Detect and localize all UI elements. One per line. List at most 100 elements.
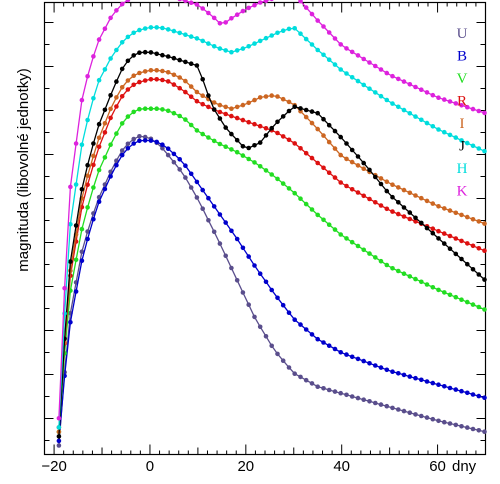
- data-point: [229, 131, 234, 137]
- data-point: [119, 148, 125, 153]
- data-point: [378, 181, 384, 187]
- data-point: [309, 42, 315, 47]
- data-point: [298, 31, 303, 36]
- data-point: [137, 50, 142, 55]
- data-point: [292, 26, 298, 31]
- data-point: [424, 198, 430, 204]
- data-point: [223, 220, 228, 225]
- data-point: [91, 96, 96, 101]
- data-point: [413, 114, 418, 119]
- data-point: [217, 141, 223, 147]
- data-point: [453, 135, 459, 140]
- data-point: [298, 322, 303, 327]
- data-point: [96, 135, 102, 141]
- data-point: [344, 183, 349, 189]
- data-point: [447, 99, 453, 104]
- data-point: [194, 98, 200, 104]
- data-point: [234, 12, 240, 17]
- data-point: [183, 163, 188, 168]
- data-point: [470, 143, 476, 149]
- series-K: [56, 0, 487, 421]
- data-point: [303, 114, 309, 120]
- data-point: [137, 70, 142, 76]
- data-point: [361, 247, 367, 253]
- data-point: [430, 92, 436, 98]
- data-point: [292, 104, 298, 109]
- legend-item-H: H: [457, 161, 468, 177]
- data-point: [263, 94, 269, 99]
- data-point: [171, 28, 177, 34]
- data-point: [361, 160, 367, 166]
- data-point: [459, 297, 464, 303]
- data-point: [252, 263, 257, 268]
- data-point: [384, 262, 390, 268]
- data-point: [298, 146, 303, 151]
- data-point: [200, 6, 205, 11]
- data-point: [148, 50, 154, 55]
- data-point: [223, 253, 228, 259]
- data-point: [298, 0, 303, 4]
- data-point: [108, 106, 113, 112]
- data-point: [447, 421, 453, 426]
- data-point: [200, 131, 205, 137]
- data-point: [275, 295, 280, 301]
- data-point: [171, 82, 177, 87]
- data-point: [142, 106, 148, 111]
- data-point: [482, 429, 487, 435]
- x-tick-label: 60: [429, 458, 446, 475]
- plot-frame: [43, 1, 487, 456]
- data-point: [390, 73, 395, 79]
- data-point: [246, 44, 251, 49]
- data-point: [286, 137, 292, 143]
- data-point: [286, 365, 292, 370]
- data-point: [407, 82, 413, 87]
- data-point: [206, 104, 211, 110]
- data-point: [211, 229, 217, 235]
- data-point: [349, 187, 355, 192]
- data-point: [396, 200, 401, 205]
- data-point: [413, 375, 418, 381]
- data-point: [367, 399, 372, 404]
- data-point: [465, 425, 470, 430]
- data-point: [303, 150, 309, 156]
- data-point: [303, 377, 309, 383]
- data-point: [183, 175, 188, 180]
- data-point: [79, 97, 85, 103]
- data-point: [217, 241, 223, 246]
- data-point: [407, 374, 413, 379]
- data-point: [373, 174, 378, 180]
- data-point: [257, 95, 263, 100]
- data-point: [108, 142, 113, 147]
- data-point: [183, 117, 188, 122]
- data-point: [332, 389, 338, 394]
- data-point: [373, 90, 378, 95]
- data-point: [160, 107, 165, 112]
- data-point: [263, 133, 269, 138]
- data-point: [171, 72, 177, 78]
- data-point: [154, 77, 159, 82]
- data-point: [315, 126, 321, 132]
- data-point: [234, 115, 240, 121]
- data-point: [355, 53, 361, 58]
- data-point: [401, 214, 407, 219]
- data-point: [165, 54, 171, 59]
- data-point: [188, 122, 194, 128]
- data-point: [269, 125, 275, 131]
- data-point: [188, 94, 194, 99]
- data-point: [125, 34, 131, 40]
- data-point: [367, 361, 372, 366]
- data-point: [62, 285, 67, 291]
- data-point: [68, 319, 73, 325]
- legend-item-B: B: [457, 49, 467, 65]
- data-point: [367, 167, 372, 173]
- data-point: [252, 314, 257, 320]
- data-point: [263, 126, 269, 131]
- data-point: [355, 163, 361, 168]
- data-point: [419, 413, 424, 419]
- data-point: [240, 8, 246, 14]
- data-point: [200, 38, 205, 44]
- data-point: [419, 117, 424, 123]
- data-point: [131, 109, 136, 115]
- data-point: [442, 206, 447, 211]
- data-point: [102, 121, 108, 126]
